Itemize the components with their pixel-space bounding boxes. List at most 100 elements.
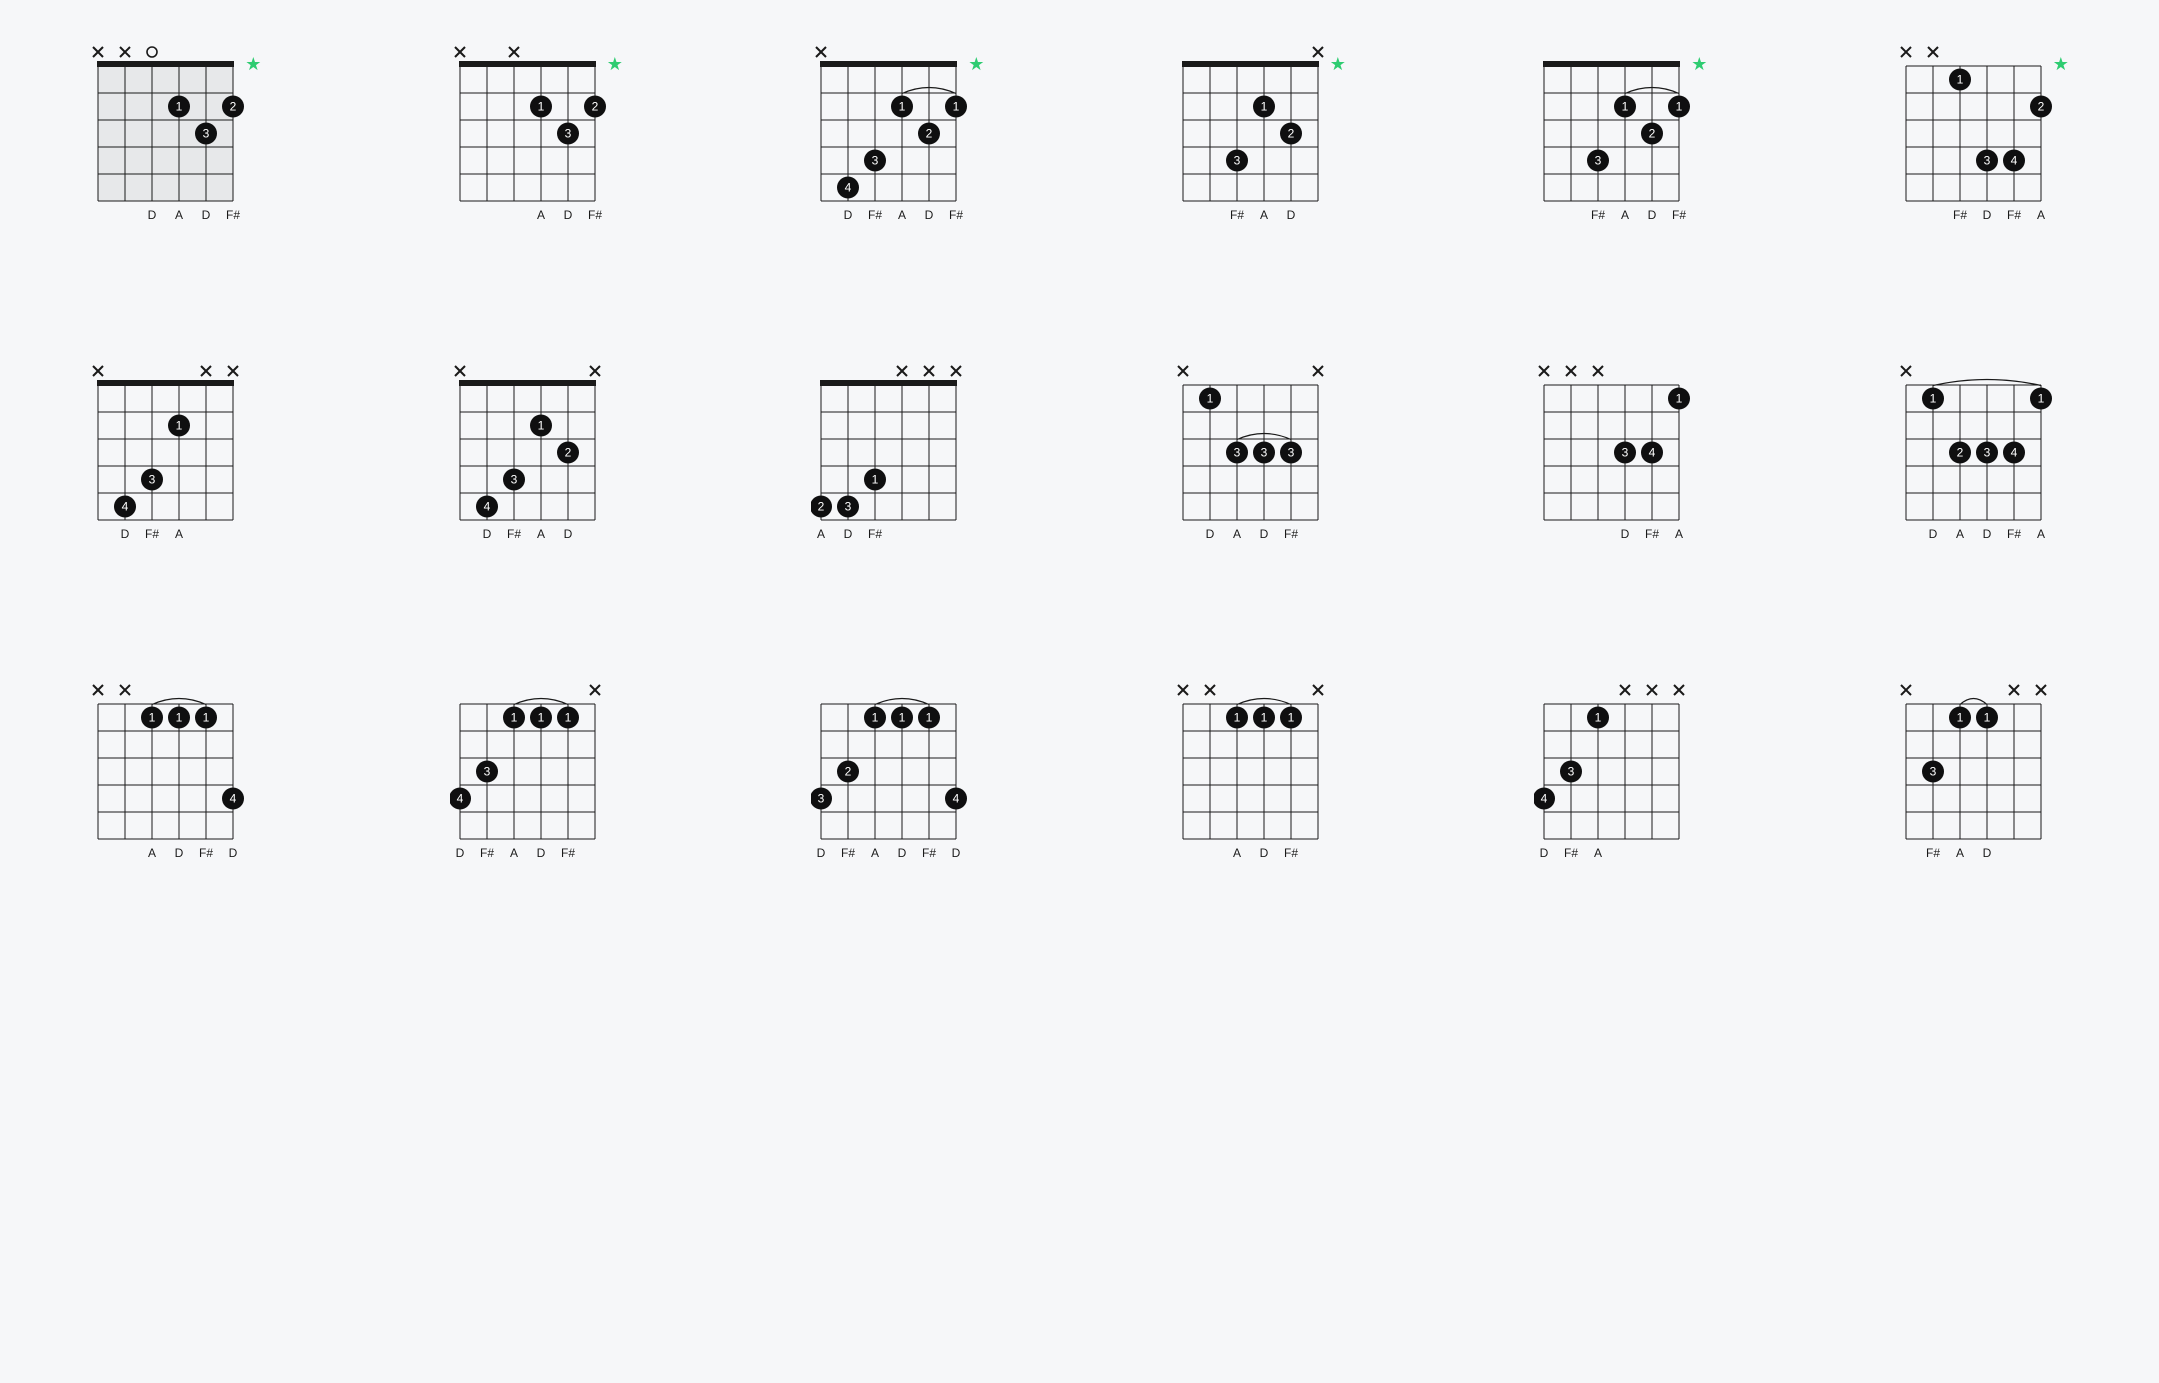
svg-text:D: D xyxy=(1621,527,1630,541)
svg-text:D: D xyxy=(844,208,853,222)
chord-diagram: 1333DADF#5 xyxy=(1125,349,1397,548)
svg-text:3: 3 xyxy=(1568,765,1575,779)
svg-text:1: 1 xyxy=(953,100,960,114)
svg-text:D: D xyxy=(898,846,907,860)
chord-diagram: 1234DF#AD xyxy=(402,349,674,548)
chord-diagram: 1234F#DF#A4★ xyxy=(1848,30,2120,229)
svg-text:3: 3 xyxy=(1233,446,1240,460)
favorite-star-icon[interactable]: ★ xyxy=(2053,54,2069,75)
svg-text:D: D xyxy=(482,527,491,541)
favorite-star-icon[interactable]: ★ xyxy=(968,54,984,75)
svg-text:1: 1 xyxy=(1233,711,1240,725)
svg-text:D: D xyxy=(563,527,572,541)
svg-text:3: 3 xyxy=(564,127,571,141)
svg-text:A: A xyxy=(1260,208,1268,222)
svg-text:3: 3 xyxy=(1929,765,1936,779)
svg-text:D: D xyxy=(536,846,545,860)
svg-text:3: 3 xyxy=(1595,154,1602,168)
svg-text:F#: F# xyxy=(868,208,882,222)
svg-text:A: A xyxy=(1956,527,1964,541)
svg-text:F#: F# xyxy=(1284,527,1298,541)
svg-text:3: 3 xyxy=(149,473,156,487)
svg-text:1: 1 xyxy=(510,711,517,725)
svg-text:F#: F# xyxy=(480,846,494,860)
chord-diagram: 11134DF#ADF#7 xyxy=(402,668,674,867)
svg-text:F#: F# xyxy=(1672,208,1686,222)
chord-diagram: 11234DADF#A5 xyxy=(1848,349,2120,548)
svg-text:1: 1 xyxy=(1260,711,1267,725)
chord-diagram: 11234DF#ADF#★ xyxy=(763,30,1035,229)
svg-text:F#: F# xyxy=(199,846,213,860)
svg-text:F#: F# xyxy=(1564,846,1578,860)
chord-diagram: 1123F#ADF#★ xyxy=(1486,30,1758,229)
svg-text:D: D xyxy=(1982,846,1991,860)
svg-text:1: 1 xyxy=(899,711,906,725)
svg-text:D: D xyxy=(925,208,934,222)
favorite-star-icon[interactable]: ★ xyxy=(1691,54,1707,75)
svg-text:A: A xyxy=(2037,208,2045,222)
svg-text:3: 3 xyxy=(1260,446,1267,460)
svg-text:4: 4 xyxy=(122,500,129,514)
svg-text:1: 1 xyxy=(872,473,879,487)
svg-text:D: D xyxy=(1648,208,1657,222)
chord-diagram: 134DF#A7 xyxy=(1486,668,1758,867)
svg-text:A: A xyxy=(1621,208,1629,222)
svg-text:F#: F# xyxy=(949,208,963,222)
svg-text:1: 1 xyxy=(1676,392,1683,406)
svg-text:A: A xyxy=(1233,846,1241,860)
svg-text:F#: F# xyxy=(2007,527,2021,541)
chord-diagram: 113F#AD7 xyxy=(1848,668,2120,867)
svg-text:4: 4 xyxy=(845,181,852,195)
svg-text:3: 3 xyxy=(1287,446,1294,460)
chord-diagram: 123DADF#★ xyxy=(40,30,312,229)
svg-text:F#: F# xyxy=(561,846,575,860)
chord-diagram: 123ADF#★ xyxy=(402,30,674,229)
svg-text:1: 1 xyxy=(1260,100,1267,114)
svg-text:A: A xyxy=(510,846,518,860)
svg-text:1: 1 xyxy=(1287,711,1294,725)
svg-text:F#: F# xyxy=(2007,208,2021,222)
svg-text:A: A xyxy=(871,846,879,860)
svg-text:D: D xyxy=(1205,527,1214,541)
svg-text:D: D xyxy=(148,208,157,222)
svg-text:A: A xyxy=(1956,846,1964,860)
svg-text:A: A xyxy=(817,527,825,541)
svg-text:A: A xyxy=(175,527,183,541)
svg-text:2: 2 xyxy=(1287,127,1294,141)
svg-text:A: A xyxy=(1675,527,1683,541)
svg-text:4: 4 xyxy=(483,500,490,514)
svg-text:D: D xyxy=(1928,527,1937,541)
svg-text:2: 2 xyxy=(1649,127,1656,141)
favorite-star-icon[interactable]: ★ xyxy=(1330,54,1346,75)
favorite-star-icon[interactable]: ★ xyxy=(245,54,261,75)
svg-text:2: 2 xyxy=(926,127,933,141)
svg-text:A: A xyxy=(898,208,906,222)
svg-text:F#: F# xyxy=(1926,846,1940,860)
svg-text:2: 2 xyxy=(818,500,825,514)
svg-text:A: A xyxy=(175,208,183,222)
chord-diagram: 134DF#A xyxy=(40,349,312,548)
svg-text:3: 3 xyxy=(818,792,825,806)
svg-text:1: 1 xyxy=(149,711,156,725)
svg-text:1: 1 xyxy=(176,711,183,725)
svg-text:D: D xyxy=(1982,208,1991,222)
svg-text:F#: F# xyxy=(868,527,882,541)
favorite-star-icon[interactable]: ★ xyxy=(607,54,623,75)
svg-text:4: 4 xyxy=(953,792,960,806)
svg-text:F#: F# xyxy=(1591,208,1605,222)
svg-text:F#: F# xyxy=(145,527,159,541)
svg-text:D: D xyxy=(175,846,184,860)
svg-text:D: D xyxy=(1982,527,1991,541)
svg-text:1: 1 xyxy=(537,419,544,433)
svg-text:A: A xyxy=(537,527,545,541)
svg-text:F#: F# xyxy=(226,208,240,222)
svg-text:F#: F# xyxy=(1953,208,1967,222)
svg-text:4: 4 xyxy=(2010,154,2017,168)
svg-text:F#: F# xyxy=(507,527,521,541)
svg-text:1: 1 xyxy=(1622,100,1629,114)
svg-text:4: 4 xyxy=(456,792,463,806)
svg-text:2: 2 xyxy=(845,765,852,779)
chord-diagram: 1114ADF#D7 xyxy=(40,668,312,867)
svg-text:4: 4 xyxy=(2010,446,2017,460)
svg-text:D: D xyxy=(1286,208,1295,222)
